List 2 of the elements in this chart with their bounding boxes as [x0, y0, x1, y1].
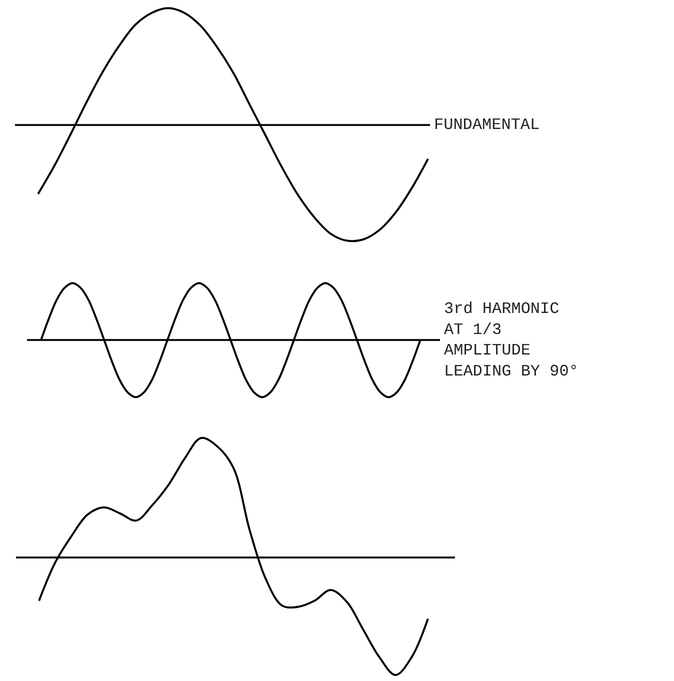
- text: 3rd HARMONIC AT 1/3 AMPLITUDE LEADING BY 90°: [444, 300, 578, 380]
- text: FUNDAMENTAL: [434, 116, 540, 134]
